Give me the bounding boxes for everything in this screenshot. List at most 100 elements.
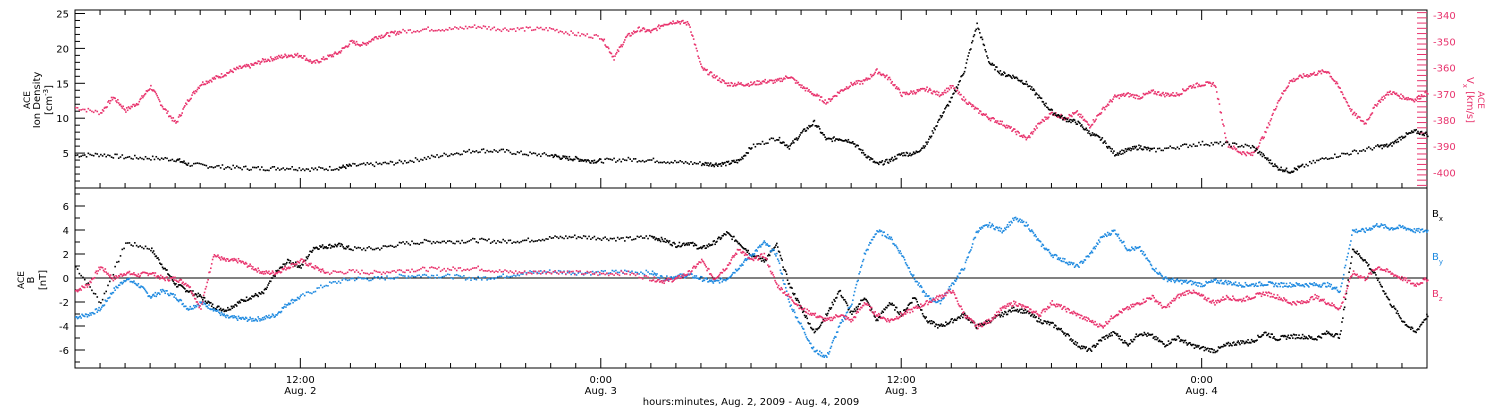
series-velocity-point: [805, 87, 808, 90]
series-velocity-point: [781, 80, 784, 83]
series-velocity-point: [860, 80, 862, 83]
series-bx-point: [366, 247, 369, 249]
series-density-point: [656, 160, 658, 163]
series-bx-point: [327, 247, 329, 249]
series-by-point: [209, 308, 211, 310]
series-bx-point: [227, 306, 229, 309]
series-bx-point: [1232, 341, 1235, 344]
series-by-point: [505, 275, 508, 278]
series-by-point: [987, 226, 989, 228]
series-by-point: [734, 268, 737, 271]
series-density-point: [1145, 147, 1147, 149]
series-velocity-point: [319, 60, 321, 63]
series-velocity-point: [941, 92, 944, 94]
series-velocity-point: [847, 87, 850, 90]
series-velocity-point: [1138, 95, 1140, 98]
series-velocity-point: [1298, 75, 1300, 78]
series-by-point: [658, 277, 660, 279]
series-density-point: [824, 136, 826, 138]
series-velocity-point: [878, 71, 881, 74]
series-velocity-point: [909, 92, 911, 95]
series-bx-point: [902, 313, 904, 316]
series-bx-point: [275, 269, 277, 272]
series-by-point: [168, 294, 171, 297]
series-bx-point: [1208, 348, 1211, 350]
series-velocity-point: [856, 82, 859, 84]
series-velocity-point: [252, 64, 255, 66]
series-by-point: [154, 291, 157, 294]
series-bx-point: [189, 290, 192, 292]
series-density-point: [965, 62, 968, 64]
series-velocity-point: [617, 50, 620, 53]
series-velocity-point: [286, 56, 289, 58]
series-density-point: [153, 158, 156, 161]
series-bx-point: [222, 308, 225, 311]
series-by-point: [824, 354, 826, 357]
series-velocity-point: [616, 49, 619, 51]
series-density-point: [961, 75, 963, 77]
series-bx-point: [793, 293, 795, 296]
series-velocity-point: [683, 22, 685, 24]
series-by-point: [425, 274, 428, 277]
series-bx-point: [661, 238, 664, 241]
y2-tick-label-velocity: -370: [1433, 90, 1456, 101]
series-bx-point: [375, 247, 378, 250]
series-bx-point: [482, 238, 485, 241]
series-by-point: [155, 295, 158, 298]
series-velocity-point: [632, 30, 635, 33]
series-density-point: [968, 52, 970, 54]
series-density-point: [877, 162, 879, 164]
series-by-point: [295, 299, 298, 301]
series-bx-point: [842, 296, 844, 299]
series-bx-point: [1258, 336, 1260, 338]
series-bx-point: [1163, 343, 1165, 345]
series-by-point: [466, 277, 469, 280]
series-by-point: [1078, 266, 1080, 268]
series-density-point: [874, 161, 876, 164]
series-velocity-point: [761, 80, 764, 83]
series-velocity-point: [742, 84, 745, 87]
series-velocity-point: [899, 91, 902, 94]
series-by-point: [771, 249, 774, 251]
series-velocity-point: [561, 31, 564, 33]
series-bx-point: [1256, 339, 1258, 342]
series-density-point: [520, 150, 522, 153]
series-bx-point: [1105, 334, 1108, 337]
series-density-point: [1297, 165, 1299, 168]
series-bx-point: [1165, 344, 1168, 346]
series-density-point: [984, 48, 986, 51]
series-bx-point: [930, 320, 933, 322]
series-by-point: [819, 354, 822, 357]
series-velocity-point: [334, 51, 336, 54]
axis-title-ace-right: ACE: [1475, 91, 1485, 109]
series-by-point: [220, 311, 223, 314]
series-velocity-point: [665, 23, 667, 26]
series-velocity-point: [399, 31, 402, 34]
series-by-point: [254, 318, 257, 320]
series-velocity-point: [703, 67, 706, 70]
series-by-point: [873, 236, 876, 238]
series-velocity-point: [329, 54, 332, 56]
series-density-point: [230, 168, 233, 171]
series-bx-point: [350, 248, 353, 251]
series-density-point: [716, 164, 718, 166]
series-bx-point: [393, 246, 395, 248]
series-velocity-point: [100, 112, 103, 114]
y-tick-label-b: 0: [63, 274, 69, 285]
series-bx-point: [1137, 335, 1139, 338]
series-bx-point: [776, 246, 779, 248]
series-by-point: [797, 320, 800, 323]
series-bx-point: [1000, 314, 1003, 316]
series-velocity-point: [1029, 132, 1032, 135]
series-velocity-point: [672, 20, 674, 23]
series-density-point: [1130, 149, 1132, 152]
series-density-point: [1004, 72, 1006, 75]
series-velocity-point: [1012, 129, 1014, 131]
series-density-point: [1049, 109, 1052, 111]
series-bx-point: [624, 240, 626, 242]
series-bx-point: [759, 257, 761, 260]
series-velocity-point: [296, 52, 299, 55]
series-velocity-point: [1370, 113, 1373, 115]
series-velocity-point: [1385, 93, 1388, 96]
series-density-point: [1276, 166, 1279, 169]
